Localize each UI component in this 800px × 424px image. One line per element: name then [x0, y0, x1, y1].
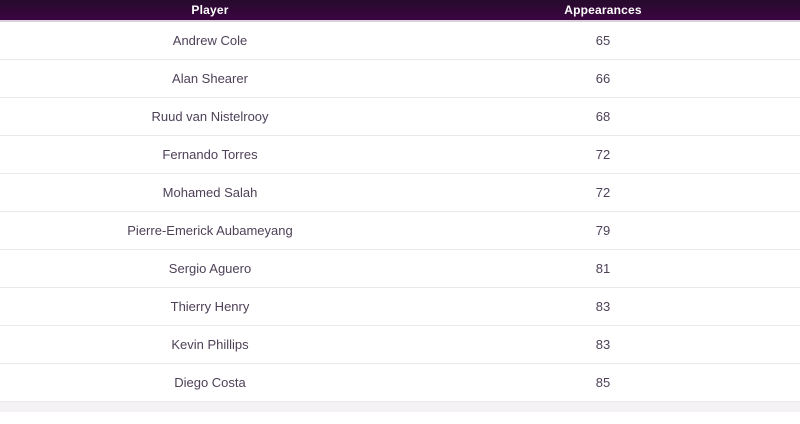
table-footer-strip — [0, 402, 800, 412]
player-name-cell: Fernando Torres — [162, 147, 258, 162]
table-header-row: Player Appearances — [0, 0, 800, 22]
table-row: Kevin Phillips 83 — [0, 326, 800, 364]
appearances-value-cell: 72 — [595, 147, 611, 162]
table-row: Andrew Cole 65 — [0, 22, 800, 60]
player-name-cell: Sergio Aguero — [168, 261, 252, 276]
appearances-value-cell: 83 — [595, 337, 611, 352]
table-row: Sergio Aguero 81 — [0, 250, 800, 288]
player-name-cell: Pierre-Emerick Aubameyang — [127, 223, 293, 238]
appearances-value-cell: 66 — [595, 71, 611, 86]
appearances-value-cell: 65 — [595, 33, 611, 48]
player-name-cell: Diego Costa — [174, 375, 246, 390]
table-row: Ruud van Nistelrooy 68 — [0, 98, 800, 136]
player-name-cell: Ruud van Nistelrooy — [151, 109, 269, 124]
appearances-value-cell: 83 — [595, 299, 611, 314]
player-name-cell: Alan Shearer — [172, 71, 248, 86]
appearances-value-cell: 72 — [595, 185, 611, 200]
player-name-cell: Thierry Henry — [170, 299, 250, 314]
appearances-value-cell: 79 — [595, 223, 611, 238]
table-row: Fernando Torres 72 — [0, 136, 800, 174]
table-row: Mohamed Salah 72 — [0, 174, 800, 212]
player-name-cell: Kevin Phillips — [171, 337, 249, 352]
appearances-value-cell: 68 — [595, 109, 611, 124]
player-appearances-table: Player Appearances Andrew Cole 65 Alan S… — [0, 0, 800, 412]
table-row: Thierry Henry 83 — [0, 288, 800, 326]
table-row: Pierre-Emerick Aubameyang 79 — [0, 212, 800, 250]
player-name-cell: Mohamed Salah — [162, 185, 258, 200]
player-name-cell: Andrew Cole — [172, 33, 248, 48]
column-header-appearances: Appearances — [564, 3, 642, 17]
table-row: Alan Shearer 66 — [0, 60, 800, 98]
table-row: Diego Costa 85 — [0, 364, 800, 402]
column-header-player: Player — [191, 3, 229, 17]
appearances-value-cell: 81 — [595, 261, 611, 276]
appearances-value-cell: 85 — [595, 375, 611, 390]
